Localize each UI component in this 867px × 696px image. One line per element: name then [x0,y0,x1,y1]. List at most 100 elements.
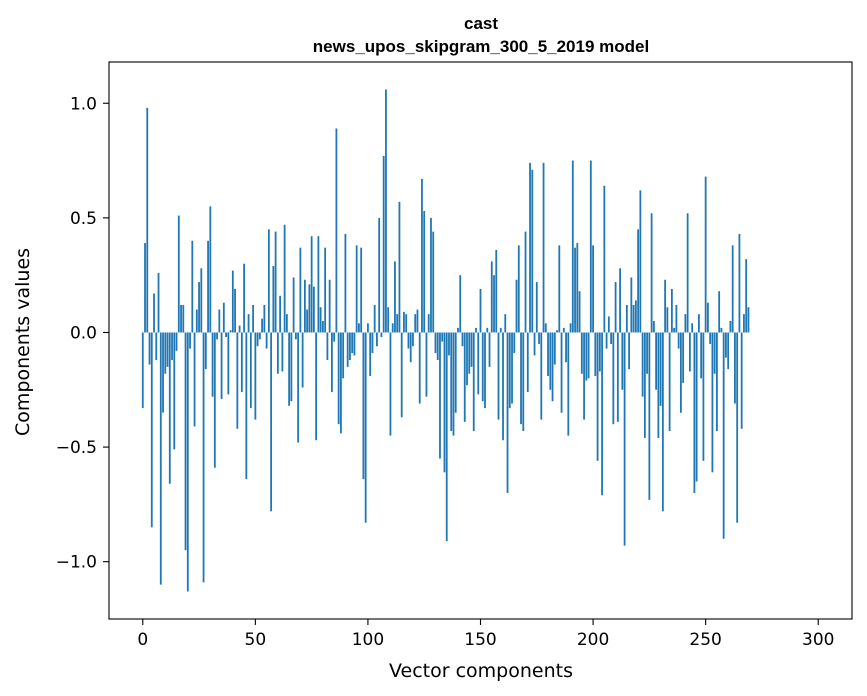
bar [252,304,254,333]
bar [436,332,439,360]
bar [333,332,336,342]
bar [459,275,462,333]
bar [466,332,468,386]
bar [292,277,295,333]
bar [396,314,399,333]
bar [531,169,534,333]
bar [202,332,205,583]
bar [403,311,405,333]
bar [709,332,712,344]
bar [682,332,685,383]
bar [677,332,680,349]
bar [679,332,682,413]
bar [294,332,297,340]
bar [159,332,162,585]
bar [614,282,617,333]
bar [211,332,214,397]
bar [499,327,502,333]
bar [274,231,277,333]
bar [283,224,286,333]
bar [225,332,227,338]
bar [209,206,212,333]
bar [475,327,477,333]
bar [184,332,187,551]
bar [398,201,401,333]
y-tick-label: 0.5 [70,209,97,229]
bar [213,332,216,468]
bar [222,302,225,333]
x-tick-label: 100 [352,630,384,650]
bar [351,332,354,354]
bar [288,332,291,406]
bar [258,332,261,340]
bar [310,236,313,333]
bar [306,309,309,333]
bar [711,332,714,473]
x-tick-label: 200 [577,630,609,650]
bar [745,259,748,333]
bar [565,332,567,363]
bar [673,327,676,333]
bar [328,279,331,333]
bar [204,332,207,370]
bar [720,327,723,333]
bar [610,332,612,344]
bar [661,332,664,512]
bar [421,178,423,333]
bar [162,332,164,413]
bar [220,332,223,399]
bar [276,332,279,374]
bar [508,332,511,409]
bar [513,332,516,354]
bar [540,332,543,420]
bar [376,332,378,347]
bar [425,332,428,397]
plot-frame [108,61,853,620]
bar [364,332,367,523]
bar [434,332,437,354]
bar [394,261,396,333]
bar [227,332,230,395]
bar [502,332,504,441]
bar [725,332,727,358]
bar [675,304,678,333]
bar [652,321,655,333]
bar [236,332,239,429]
bar [200,268,203,333]
bar [734,332,736,404]
y-tick-label: 1.0 [70,94,97,114]
bar [619,268,621,333]
bar [267,229,270,333]
bar [380,332,383,338]
bar [729,321,732,333]
bar [698,314,700,333]
bar [249,332,252,409]
bar [457,327,459,333]
bar [389,332,392,436]
bar [648,332,651,500]
bar [409,332,412,363]
bar [463,332,466,422]
bar [551,332,554,402]
bar [522,332,525,432]
bar [533,332,536,356]
bar [182,304,185,333]
bar [358,323,360,333]
bar [616,332,619,422]
bar [157,272,160,333]
x-tick-label: 300 [802,630,834,650]
bar [580,332,583,374]
chart-subtitle: news_upos_skipgram_300_5_2019 model [313,37,649,56]
bar [731,245,734,333]
bar [598,332,601,372]
bar [490,261,493,333]
bar [385,89,387,333]
bar [346,332,349,367]
bar [369,332,372,377]
bar [265,332,268,349]
bar [290,332,293,402]
bar [342,332,345,379]
y-axis-ticks: −1.0 −0.5 0.0 0.5 1.0 [56,94,109,573]
bar [556,330,558,333]
